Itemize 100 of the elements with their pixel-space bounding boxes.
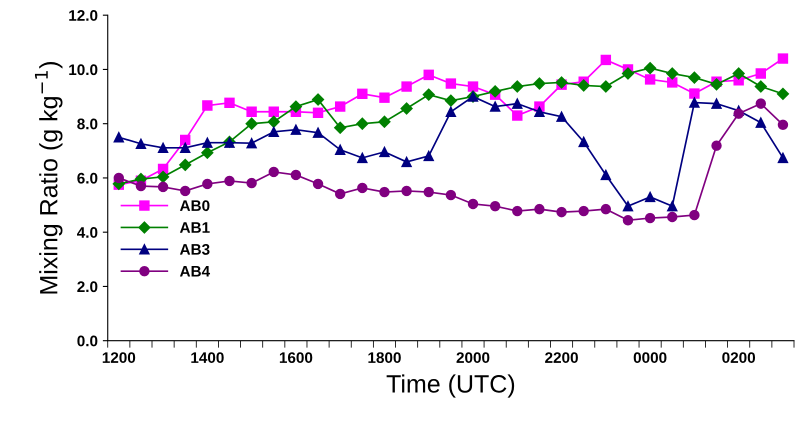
point bbox=[379, 92, 390, 103]
point bbox=[600, 170, 612, 180]
point bbox=[666, 67, 678, 80]
point bbox=[114, 132, 124, 142]
point bbox=[555, 76, 568, 89]
y-tick-label: 8.0 bbox=[77, 118, 98, 130]
point bbox=[180, 186, 190, 196]
point bbox=[512, 110, 522, 121]
x-axis-title: Time (UTC) bbox=[386, 374, 514, 398]
point bbox=[511, 80, 524, 93]
point bbox=[268, 106, 279, 117]
legend-label: AB3 bbox=[180, 244, 210, 255]
point bbox=[689, 88, 700, 99]
point bbox=[424, 150, 434, 162]
point bbox=[468, 198, 478, 210]
point bbox=[246, 118, 258, 130]
point bbox=[534, 204, 545, 214]
point bbox=[180, 142, 190, 154]
point bbox=[444, 94, 457, 107]
x-tick-label: 1800 bbox=[368, 352, 401, 364]
point bbox=[312, 127, 324, 138]
point bbox=[356, 118, 368, 130]
point bbox=[710, 78, 723, 90]
point bbox=[246, 138, 257, 148]
point bbox=[246, 178, 257, 188]
y-tick-label: 2.0 bbox=[77, 281, 98, 292]
point bbox=[578, 79, 590, 92]
point bbox=[357, 88, 368, 100]
point bbox=[689, 97, 700, 108]
point bbox=[312, 108, 324, 118]
point bbox=[334, 101, 346, 112]
point bbox=[756, 68, 766, 79]
point bbox=[490, 200, 500, 212]
point bbox=[754, 80, 767, 93]
point bbox=[600, 80, 612, 93]
point bbox=[534, 106, 545, 117]
point bbox=[667, 77, 678, 88]
point bbox=[468, 81, 478, 92]
point bbox=[156, 170, 170, 183]
y-tick-label: 4.0 bbox=[77, 227, 98, 238]
point bbox=[114, 172, 124, 184]
y-tick-label: 10.0 bbox=[69, 64, 98, 76]
point bbox=[446, 106, 456, 117]
point bbox=[379, 186, 390, 198]
point bbox=[378, 116, 391, 128]
point bbox=[312, 93, 324, 106]
point bbox=[201, 146, 214, 159]
point bbox=[136, 180, 146, 192]
point bbox=[136, 138, 146, 149]
point bbox=[490, 101, 500, 112]
point bbox=[733, 108, 744, 119]
y-tick-label: 0.0 bbox=[77, 336, 98, 346]
point bbox=[179, 158, 192, 172]
legend-label: AB4 bbox=[180, 266, 210, 277]
x-tick-label: 0200 bbox=[722, 352, 756, 364]
point bbox=[202, 137, 213, 148]
point bbox=[334, 144, 346, 155]
x-tick-label: 1400 bbox=[191, 352, 224, 364]
point bbox=[732, 67, 745, 80]
point bbox=[688, 71, 700, 84]
y-tick-label: 12.0 bbox=[69, 10, 98, 21]
point bbox=[644, 192, 656, 202]
point bbox=[424, 70, 434, 80]
x-tick-label: 2200 bbox=[545, 352, 578, 364]
point bbox=[357, 182, 368, 194]
point bbox=[446, 190, 456, 200]
point bbox=[711, 140, 722, 151]
point bbox=[268, 166, 279, 178]
point bbox=[202, 178, 213, 190]
point bbox=[776, 88, 790, 100]
point bbox=[401, 156, 412, 168]
x-tick-label: 1200 bbox=[102, 352, 136, 364]
point bbox=[556, 206, 567, 218]
point bbox=[622, 215, 634, 226]
point bbox=[422, 88, 435, 101]
point bbox=[202, 100, 213, 111]
x-tick-label: 0000 bbox=[634, 352, 666, 364]
point bbox=[246, 106, 257, 117]
point bbox=[667, 200, 678, 212]
point bbox=[334, 122, 346, 134]
point bbox=[512, 98, 522, 109]
point bbox=[578, 136, 589, 148]
point bbox=[180, 134, 190, 146]
point bbox=[578, 206, 589, 216]
point bbox=[489, 85, 502, 98]
point bbox=[644, 212, 656, 224]
point bbox=[756, 98, 766, 109]
point bbox=[290, 124, 302, 135]
point bbox=[379, 146, 390, 158]
point bbox=[556, 111, 567, 122]
point bbox=[756, 117, 766, 128]
x-tick-label: 1600 bbox=[280, 352, 312, 364]
point bbox=[290, 170, 302, 180]
point bbox=[644, 74, 656, 85]
point bbox=[711, 98, 722, 109]
x-tick-label: 2000 bbox=[456, 352, 490, 364]
point bbox=[401, 81, 412, 92]
point bbox=[600, 54, 612, 66]
point bbox=[268, 116, 280, 128]
y-tick-label: 6.0 bbox=[77, 172, 98, 184]
